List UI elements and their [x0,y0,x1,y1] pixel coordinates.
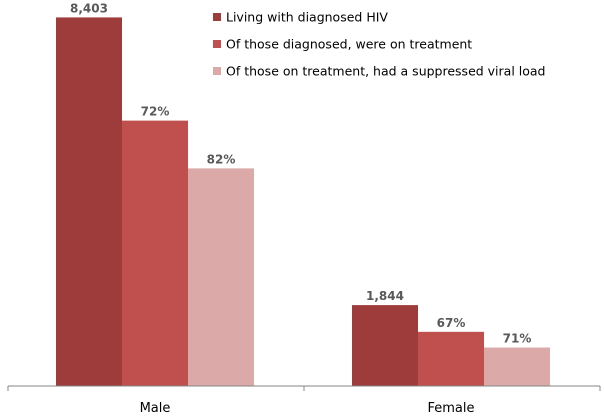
legend-label-series-3: Of those on treatment, had a suppressed … [226,64,546,79]
bar-female-series-2 [418,331,484,386]
bar-female-series-1 [352,305,418,386]
value-labels-group: 8,403 72% 82% 1,844 67% 71% [70,1,531,345]
legend-label-series-1: Living with diagnosed HIV [226,10,388,25]
data-label-male-series-1: 8,403 [70,1,108,15]
data-label-male-series-3: 82% [207,152,236,166]
category-label-female: Female [427,401,474,416]
data-label-female-series-2: 67% [437,316,466,330]
bars-group [56,17,550,386]
bar-male-series-2 [122,120,188,386]
bar-male-series-1 [56,17,122,386]
bar-male-series-3 [188,168,254,386]
category-label-male: Male [140,401,171,416]
category-labels-group: Male Female [140,401,475,416]
legend: Living with diagnosed HIV Of those diagno… [213,10,546,79]
legend-label-series-2: Of those diagnosed, were on treatment [226,37,472,52]
legend-swatch-series-3 [213,67,221,75]
data-label-male-series-2: 72% [141,105,170,119]
data-label-female-series-1: 1,844 [366,289,404,303]
bar-female-series-3 [484,347,550,386]
data-label-female-series-3: 71% [503,332,532,346]
legend-swatch-series-1 [213,13,221,21]
legend-swatch-series-2 [213,40,221,48]
